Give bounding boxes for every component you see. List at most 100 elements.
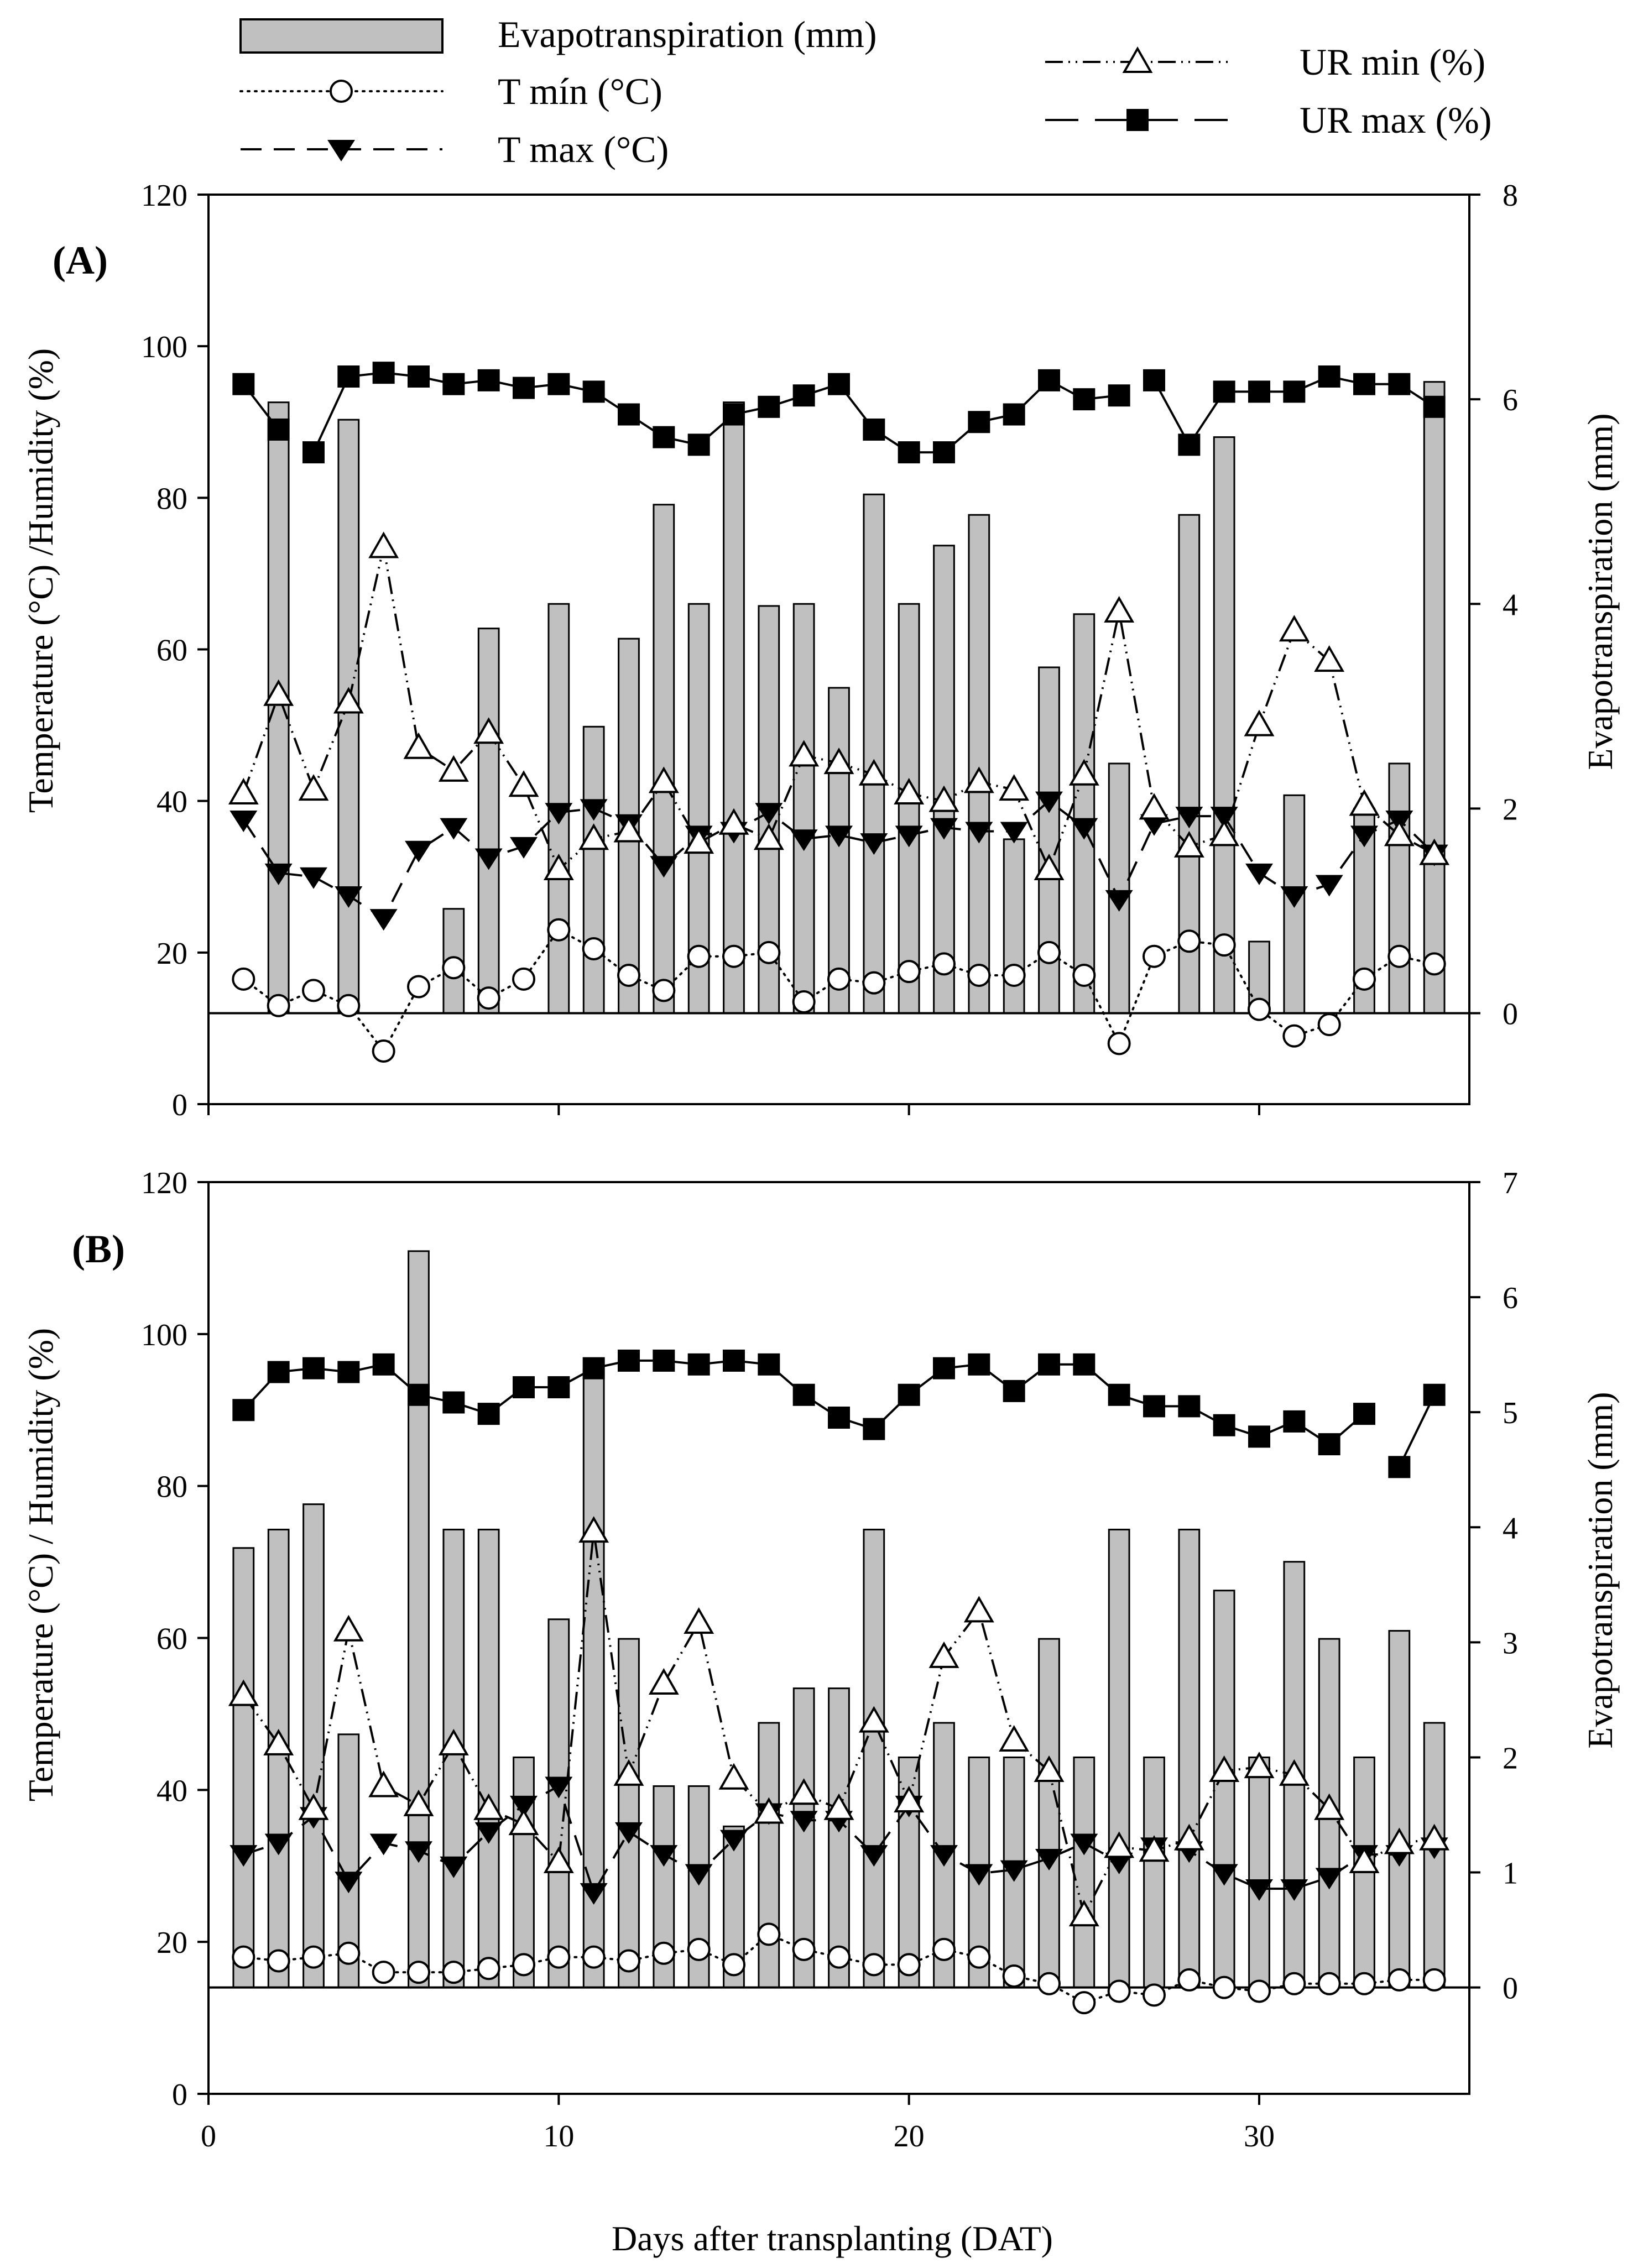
t-max-c-point-day-2: [264, 863, 293, 885]
ur-max-point-day-17: [792, 384, 815, 407]
t-m-n-c-point-day-11: [582, 937, 606, 960]
left-tick-label-0: 0: [172, 1088, 187, 1122]
t-max-c-point-day-8: [474, 1822, 503, 1844]
ur-min-point-day-7: [438, 1728, 469, 1755]
t-m-n-c-point-day-30: [1248, 1979, 1271, 2003]
ur-min-point-day-9: [508, 770, 539, 797]
et-bars: [267, 381, 1446, 1015]
left-tick-label-60: 60: [157, 634, 187, 668]
et-bar-day-8: [477, 628, 500, 1015]
right-tick-label-3: 3: [1503, 1626, 1518, 1660]
t-m-n-c-point-day-21: [932, 1937, 956, 1961]
t-max-c-point-day-10: [545, 1776, 573, 1799]
t-max-c-point-day-17: [790, 829, 818, 851]
t-max-c-point-day-14: [685, 1864, 713, 1886]
ur-min-point-day-8: [473, 1793, 504, 1820]
ur-max-point-day-12: [618, 1349, 640, 1372]
t-m-n-c-point-day-24: [1037, 1972, 1061, 1995]
legend-swatch-evapotranspiration: [239, 18, 444, 54]
t-m-n-c-point-day-12: [617, 963, 640, 987]
et-bar-day-30: [1248, 1756, 1270, 1989]
ur-max-point-day-25: [1073, 388, 1096, 411]
ur-min-point-day-31: [1279, 1759, 1310, 1786]
ur-max-point-day-23: [1003, 403, 1025, 426]
x-axis-title: Days after transplanting (DAT): [612, 2219, 1053, 2258]
ur-max-point-day-11: [582, 380, 605, 403]
ur-min-point-day-6: [403, 1789, 434, 1816]
t-m-n-c-point-day-13: [652, 979, 676, 1002]
et-bar-day-17: [792, 1687, 815, 1989]
t-max-c-point-day-16: [755, 803, 783, 825]
ur-max-point-day-20: [898, 441, 920, 464]
ur-min-point-day-17: [789, 1778, 820, 1805]
ur-min-point-day-20: [894, 1785, 925, 1812]
ur-max-line-seg-2: [312, 372, 1119, 454]
ur-min-point-day-22: [963, 766, 994, 793]
legend-label-ur-min: UR min (%): [1300, 41, 1485, 83]
ur-max-point-day-32: [1318, 1433, 1340, 1456]
t-m-n-c-point-day-29: [1212, 1976, 1236, 1999]
ur-max-point-day-35: [1423, 395, 1446, 418]
legend-marker-t-max: [327, 140, 355, 161]
left-axis-title: Temperature (°C) /Humidity (%): [21, 348, 60, 813]
et-bar-day-34: [1388, 1630, 1411, 1989]
ur-min-point-day-28: [1173, 1823, 1204, 1851]
t-m-n-c-point-day-1: [232, 967, 255, 991]
right-tick-label-2: 2: [1503, 792, 1518, 827]
ur-max-point-day-11: [582, 1357, 605, 1379]
t-max-c-point-day-29: [1210, 807, 1238, 829]
et-bar-day-7: [442, 1528, 465, 1989]
ur-min-point-day-13: [648, 766, 679, 793]
ur-min-point-day-26: [1104, 1831, 1135, 1858]
t-max-c-point-day-1: [229, 1845, 258, 1867]
t-max-c-point-day-26: [1105, 890, 1133, 912]
t-m-n-c-point-day-2: [267, 994, 290, 1017]
t-max-c-point-day-6: [405, 840, 432, 863]
t-max-c-point-day-26: [1105, 1852, 1133, 1874]
ur-min-point-day-32: [1314, 645, 1345, 672]
ur-min-point-day-1: [228, 777, 259, 804]
et-bar-day-18: [828, 687, 850, 1014]
ur-max-point-day-10: [547, 1376, 570, 1399]
ur-max-point-day-2: [267, 418, 290, 441]
t-m-n-c-point-day-18: [827, 967, 851, 991]
legend: Evapotranspiration (mm) T mín (°C) T max…: [239, 13, 1491, 170]
t-max-c-point-day-3: [300, 867, 327, 889]
t-m-n-c-point-day-5: [372, 1039, 395, 1063]
x-axis: 0 10 20 30: [201, 2094, 1275, 2154]
legend-label-t-max: T max (°C): [498, 128, 669, 170]
ur-min-point-day-18: [823, 748, 854, 775]
ur-min-point-day-30: [1244, 1752, 1275, 1779]
t-max-c-line-seg-1: [242, 799, 1436, 920]
right-axis-title: Evapotranspiration (mm): [1580, 413, 1620, 770]
t-m-n-c-point-day-26: [1107, 1979, 1131, 2003]
ur-min-point-day-24: [1034, 1755, 1065, 1782]
ur-min-point-day-11: [578, 1516, 609, 1543]
t-m-n-c-point-day-4: [337, 994, 361, 1017]
ur-max-point-day-4: [337, 365, 360, 388]
t-m-n-c-point-day-11: [582, 1945, 606, 1969]
ur-min-point-day-19: [858, 1706, 889, 1733]
t-m-n-c-point-day-22: [967, 963, 991, 987]
ur-max-point-day-34: [1388, 1456, 1411, 1478]
et-bar-day-6: [408, 1250, 430, 1989]
et-bar-day-17: [792, 603, 815, 1014]
ur-min-point-day-4: [333, 1614, 364, 1642]
et-bar-day-23: [1003, 838, 1025, 1015]
t-max-c-point-day-9: [510, 837, 538, 859]
t-m-n-c-point-day-35: [1422, 1968, 1446, 1992]
ur-max-point-day-27: [1143, 1395, 1165, 1418]
et-bar-day-1: [232, 1547, 255, 1989]
ur-max-point-day-19: [863, 1418, 885, 1440]
left-tick-label-40: 40: [157, 785, 187, 819]
right-tick-label-5: 5: [1503, 1396, 1518, 1430]
t-m-n-c-point-day-12: [617, 1949, 640, 1973]
ur-max-point-day-26: [1108, 384, 1130, 407]
legend-label-evapotranspiration: Evapotranspiration (mm): [498, 13, 877, 55]
et-bar-day-13: [653, 504, 675, 1014]
right-tick-label-0: 0: [1503, 997, 1518, 1032]
ur-min-point-day-7: [438, 755, 469, 782]
ur-max-point-day-28: [1178, 1395, 1201, 1418]
t-max-c-point-day-22: [965, 1864, 993, 1886]
et-bar-day-18: [828, 1687, 850, 1989]
